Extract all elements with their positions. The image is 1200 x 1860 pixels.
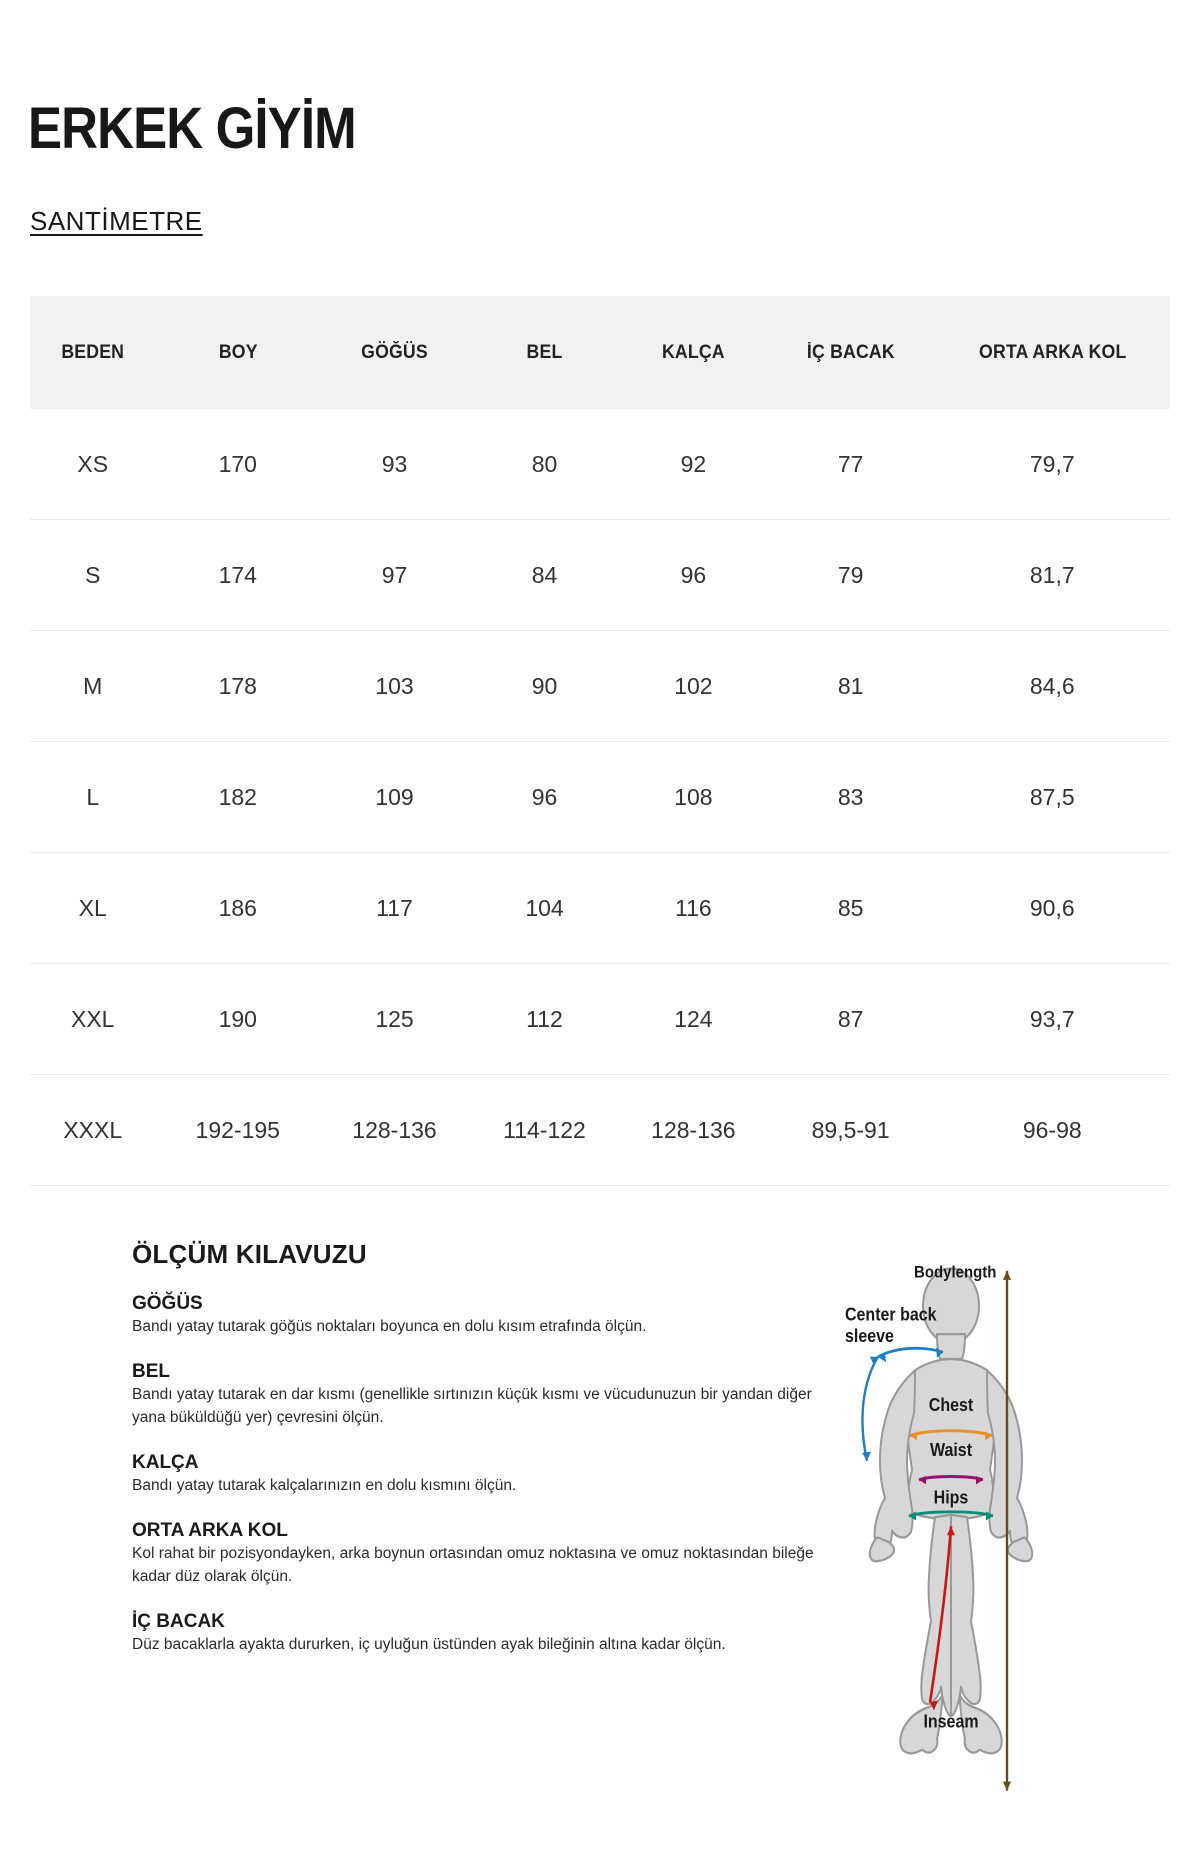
svg-text:Waist: Waist (930, 1440, 972, 1460)
svg-text:Inseam: Inseam (923, 1711, 978, 1731)
svg-text:Center back: Center back (845, 1305, 937, 1325)
svg-text:Bodylength: Bodylength (914, 1264, 996, 1282)
svg-text:Hips: Hips (934, 1488, 969, 1508)
svg-text:Chest: Chest (929, 1395, 974, 1415)
svg-text:sleeve: sleeve (845, 1326, 894, 1346)
